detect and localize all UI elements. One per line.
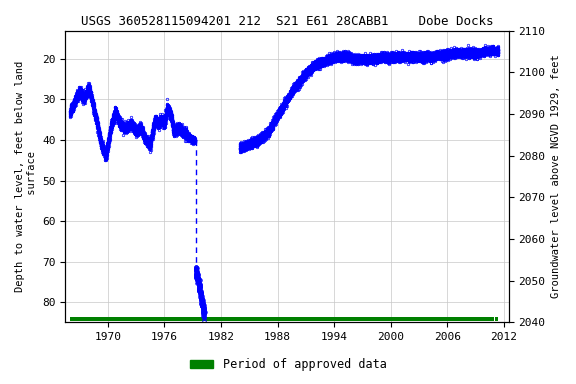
Y-axis label: Groundwater level above NGVD 1929, feet: Groundwater level above NGVD 1929, feet [551, 55, 561, 298]
Bar [495, 317, 498, 321]
Bar [70, 317, 494, 321]
Title: USGS 360528115094201 212  S21 E61 28CABB1    Dobe Docks: USGS 360528115094201 212 S21 E61 28CABB1… [81, 15, 493, 28]
Legend: Period of approved data: Period of approved data [185, 354, 391, 376]
Y-axis label: Depth to water level, feet below land
 surface: Depth to water level, feet below land su… [15, 61, 37, 292]
